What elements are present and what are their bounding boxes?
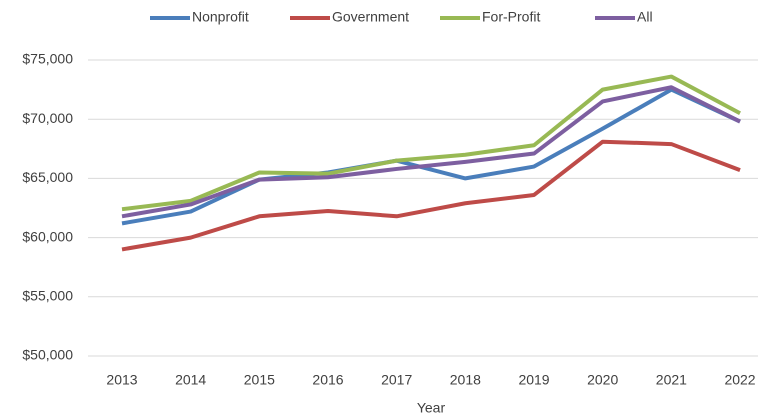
x-tick-label: 2014 xyxy=(175,372,206,388)
y-tick-label: $70,000 xyxy=(22,110,73,126)
legend-label: Nonprofit xyxy=(192,9,249,25)
x-tick-label: 2016 xyxy=(312,372,343,388)
x-tick-label: 2019 xyxy=(518,372,549,388)
y-tick-label: $75,000 xyxy=(22,51,73,67)
y-tick-label: $60,000 xyxy=(22,228,73,244)
x-axis-label: Year xyxy=(417,400,446,416)
y-tick-label: $50,000 xyxy=(22,347,73,363)
x-tick-label: 2021 xyxy=(656,372,687,388)
x-tick-label: 2017 xyxy=(381,372,412,388)
legend-label: All xyxy=(637,9,653,25)
series-line xyxy=(121,139,741,252)
legend-label: Government xyxy=(332,9,409,25)
x-tick-label: 2020 xyxy=(587,372,618,388)
x-tick-label: 2013 xyxy=(106,372,137,388)
y-tick-label: $65,000 xyxy=(22,169,73,185)
series-line xyxy=(121,87,741,226)
legend-label: For-Profit xyxy=(482,9,540,25)
y-tick-label: $55,000 xyxy=(22,288,73,304)
series-line xyxy=(121,74,741,212)
series-line xyxy=(121,85,741,219)
x-tick-label: 2015 xyxy=(244,372,275,388)
x-tick-label: 2022 xyxy=(724,372,755,388)
x-tick-label: 2018 xyxy=(450,372,481,388)
